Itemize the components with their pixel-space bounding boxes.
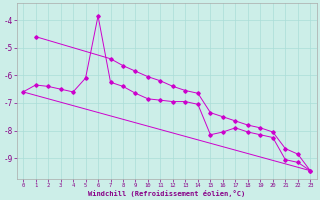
X-axis label: Windchill (Refroidissement éolien,°C): Windchill (Refroidissement éolien,°C) [88,190,245,197]
